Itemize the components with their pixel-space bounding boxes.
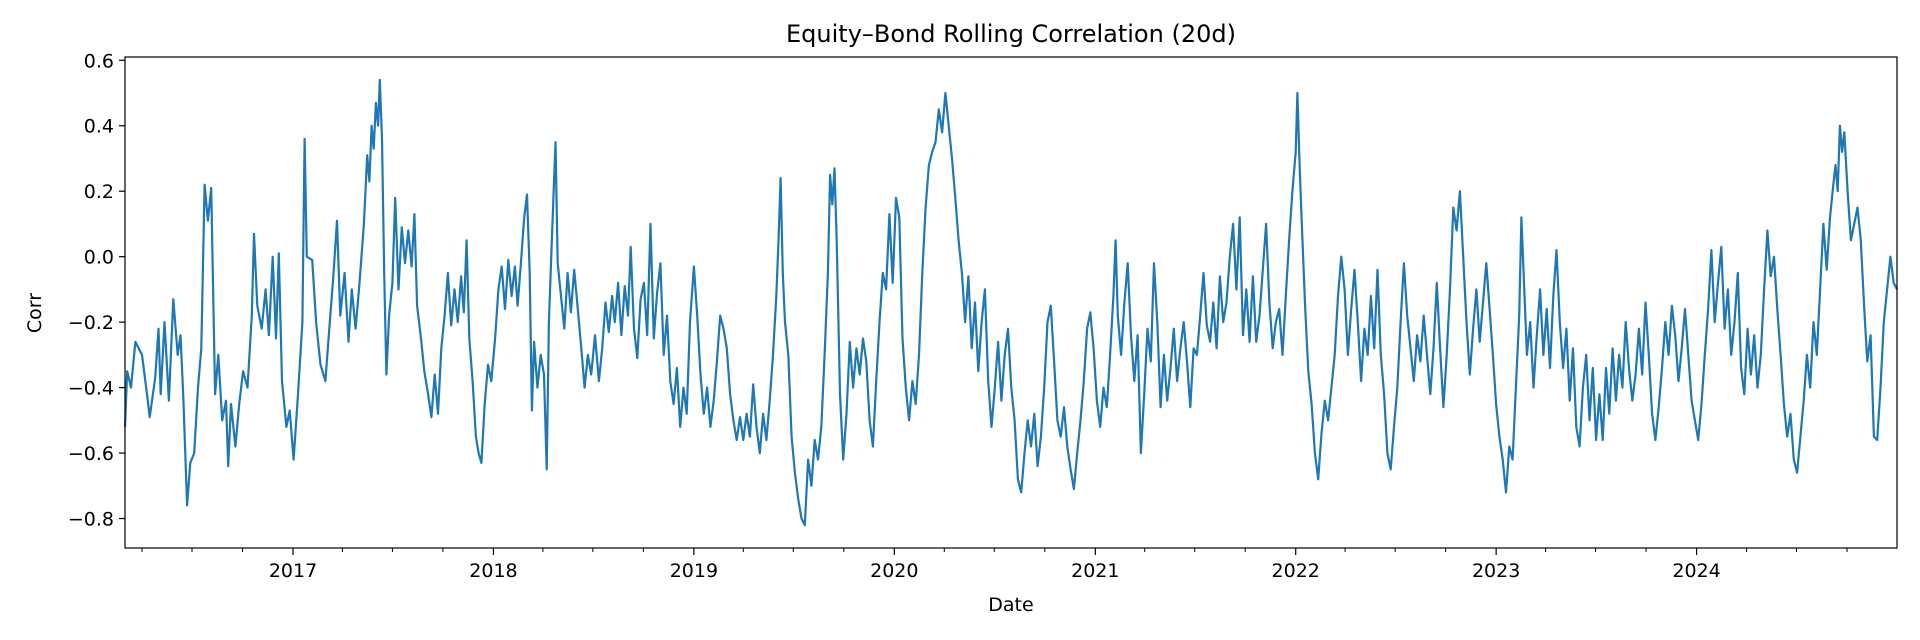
y-tick-label: 0.4 xyxy=(84,116,114,138)
y-tick-label: −0.6 xyxy=(68,443,114,465)
x-tick-label: 2018 xyxy=(469,560,517,582)
y-tick-label: −0.4 xyxy=(68,378,114,400)
x-tick-label: 2020 xyxy=(870,560,918,582)
x-tick-label: 2022 xyxy=(1272,560,1320,582)
y-tick-label: 0.0 xyxy=(84,247,114,269)
y-axis-label: Corr xyxy=(24,293,46,333)
plot-frame xyxy=(124,56,1898,549)
y-tick-label: 0.6 xyxy=(84,50,114,72)
y-tick-label: −0.2 xyxy=(68,312,114,334)
x-tick-label: 2021 xyxy=(1071,560,1119,582)
x-tick-label: 2019 xyxy=(670,560,718,582)
plot-area xyxy=(123,56,1898,549)
x-tick-label: 2023 xyxy=(1472,560,1520,582)
x-tick-label: 2017 xyxy=(269,560,317,582)
y-tick-label: −0.8 xyxy=(68,509,114,531)
x-tick-label: 2024 xyxy=(1672,560,1720,582)
x-axis-label: Date xyxy=(988,594,1033,616)
y-tick-label: 0.2 xyxy=(84,181,114,203)
x-axis: 2017 2018 2019 2020 2021 2022 2023 2024 xyxy=(141,548,1848,582)
series-line xyxy=(123,78,1898,527)
y-axis: −0.8 −0.6 −0.4 −0.2 0.0 0.2 0.4 0.6 xyxy=(68,50,125,531)
chart-title: Equity–Bond Rolling Correlation (20d) xyxy=(786,20,1236,48)
